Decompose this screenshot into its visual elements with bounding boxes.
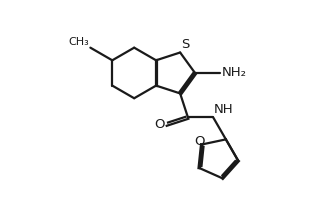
Text: NH: NH — [214, 104, 234, 116]
Text: O: O — [154, 118, 165, 131]
Text: CH₃: CH₃ — [69, 37, 89, 47]
Text: NH₂: NH₂ — [221, 67, 246, 79]
Text: S: S — [181, 38, 190, 51]
Text: O: O — [194, 135, 205, 148]
